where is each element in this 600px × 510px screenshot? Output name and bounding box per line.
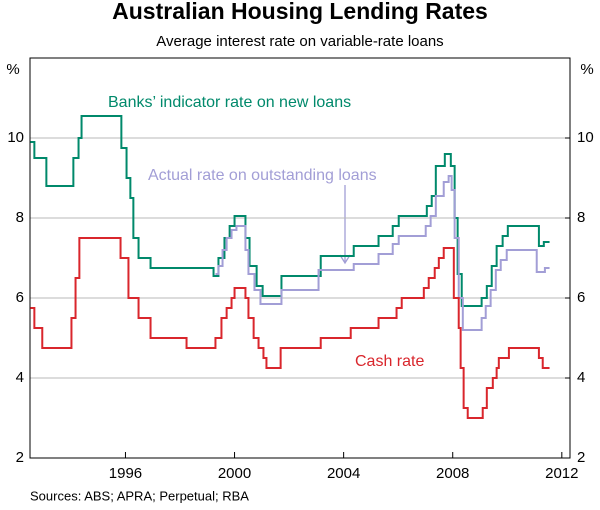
annotation-arrow [339, 185, 351, 265]
x-tick-label: 2008 [436, 465, 469, 482]
series-label: Banks’ indicator rate on new loans [108, 94, 351, 111]
y2-axis-label: % [580, 61, 593, 78]
y2-tick-label: 4 [577, 369, 585, 386]
chart-title: Australian Housing Lending Rates [112, 0, 488, 24]
y-axis-label: % [6, 61, 19, 78]
x-tick-label: 2000 [218, 465, 251, 482]
chart-subtitle: Average interest rate on variable-rate l… [156, 33, 443, 50]
plot-frame [29, 57, 571, 459]
y2-tick-label: 8 [577, 209, 585, 226]
x-tick-label: 2012 [545, 465, 578, 482]
y-tick-label: 10 [7, 129, 24, 146]
x-tick-label: 2004 [327, 465, 360, 482]
series-line [30, 237, 550, 419]
y-tick-label: 8 [16, 209, 24, 226]
y-tick-label: 4 [16, 369, 24, 386]
y-tick-label: 6 [16, 289, 24, 306]
y2-tick-label: 2 [577, 449, 585, 466]
y2-tick-label: 10 [577, 129, 594, 146]
y-tick-label: 2 [16, 449, 24, 466]
series-label: Cash rate [355, 353, 424, 370]
x-tick-label: 1996 [109, 465, 142, 482]
y2-tick-label: 6 [577, 289, 585, 306]
series-label: Actual rate on outstanding loans [148, 167, 377, 184]
series-line [215, 175, 550, 331]
source-note: Sources: ABS; APRA; Perpetual; RBA [30, 488, 249, 503]
series-line [30, 115, 550, 307]
